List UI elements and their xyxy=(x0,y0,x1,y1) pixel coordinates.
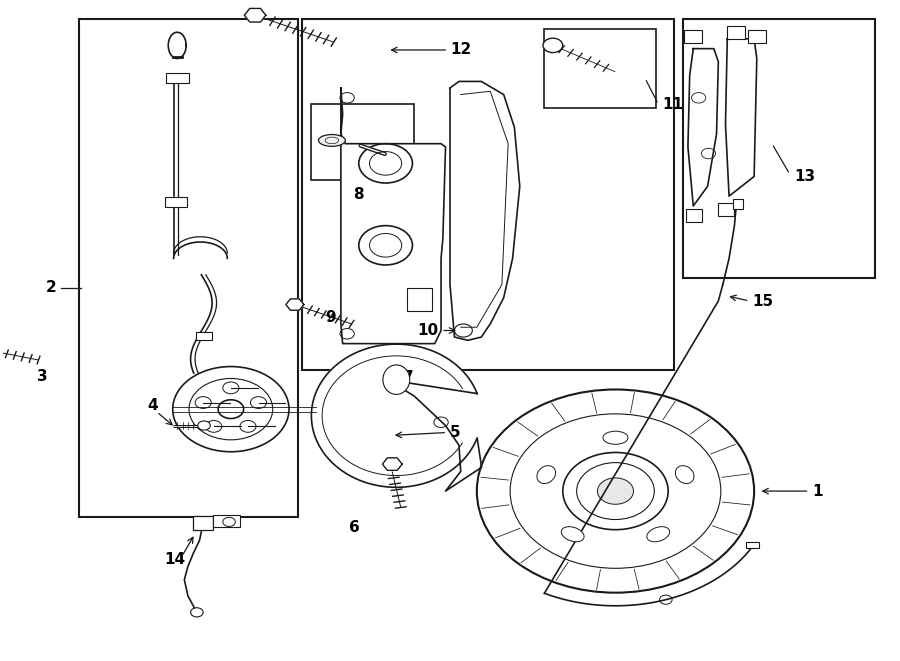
Polygon shape xyxy=(688,49,718,206)
Ellipse shape xyxy=(675,465,694,484)
Ellipse shape xyxy=(603,431,628,444)
Polygon shape xyxy=(725,39,757,196)
Text: 6: 6 xyxy=(349,520,360,535)
Bar xyxy=(407,288,432,311)
Polygon shape xyxy=(311,344,482,491)
Bar xyxy=(196,332,212,340)
Text: 2: 2 xyxy=(46,280,57,295)
Text: 9: 9 xyxy=(325,310,336,325)
Polygon shape xyxy=(245,9,266,22)
Bar xyxy=(718,203,734,215)
Bar xyxy=(733,200,743,210)
Text: 13: 13 xyxy=(795,169,815,184)
Ellipse shape xyxy=(537,465,555,484)
Bar xyxy=(544,29,656,108)
Bar xyxy=(311,104,414,180)
Text: 7: 7 xyxy=(402,370,413,385)
Ellipse shape xyxy=(647,527,670,542)
Bar xyxy=(727,26,745,39)
Bar xyxy=(166,73,189,83)
Circle shape xyxy=(198,421,211,430)
Polygon shape xyxy=(341,88,446,344)
Circle shape xyxy=(598,478,634,504)
Bar xyxy=(748,30,766,44)
Polygon shape xyxy=(382,458,402,471)
Bar xyxy=(213,516,239,527)
Bar xyxy=(746,542,760,549)
Text: 5: 5 xyxy=(396,424,461,440)
Bar xyxy=(194,516,213,530)
Bar xyxy=(302,19,673,369)
Bar xyxy=(79,19,298,518)
Ellipse shape xyxy=(562,527,584,542)
Bar xyxy=(686,210,702,222)
Text: 4: 4 xyxy=(148,399,158,413)
Text: 15: 15 xyxy=(752,293,773,309)
Text: 10: 10 xyxy=(418,323,454,338)
Ellipse shape xyxy=(382,365,410,395)
Text: 12: 12 xyxy=(450,42,472,58)
Bar xyxy=(684,30,702,44)
Text: 3: 3 xyxy=(37,369,48,384)
Text: 1: 1 xyxy=(763,484,823,498)
Polygon shape xyxy=(450,81,520,340)
Bar xyxy=(165,198,187,208)
Circle shape xyxy=(543,38,562,53)
Ellipse shape xyxy=(319,135,346,146)
Text: 11: 11 xyxy=(662,97,683,112)
Circle shape xyxy=(191,607,203,617)
Text: 14: 14 xyxy=(164,553,185,567)
Bar xyxy=(682,19,875,278)
Polygon shape xyxy=(286,299,304,310)
Text: 8: 8 xyxy=(354,186,364,202)
